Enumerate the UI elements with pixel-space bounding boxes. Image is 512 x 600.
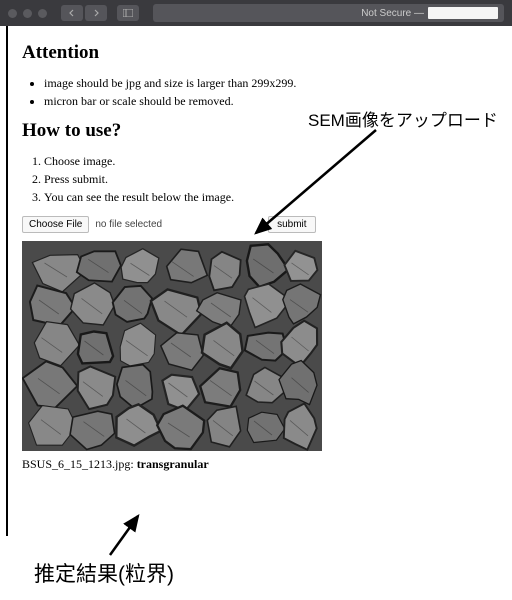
upload-row: Choose File no file selected submit [22, 216, 498, 233]
no-file-label: no file selected [95, 219, 162, 230]
back-button[interactable] [61, 5, 83, 21]
result-value: transgranular [137, 457, 209, 471]
howto-list: Choose image. Press submit. You can see … [44, 152, 498, 206]
close-window-icon[interactable] [8, 9, 17, 18]
security-status: Not Secure — [361, 8, 424, 19]
annotation-upload: SEM画像をアップロード [308, 106, 498, 131]
list-item: Choose image. [44, 152, 498, 170]
nav-buttons [61, 5, 107, 21]
sem-result-image [22, 241, 322, 451]
address-bar[interactable]: Not Secure — [153, 4, 504, 22]
minimize-window-icon[interactable] [23, 9, 32, 18]
attention-list: image should be jpg and size is larger t… [44, 74, 498, 110]
list-item: You can see the result below the image. [44, 188, 498, 206]
choose-file-button[interactable]: Choose File [22, 216, 89, 233]
sidebar-toggle-button[interactable] [117, 5, 139, 21]
page-content: Attention image should be jpg and size i… [6, 26, 512, 536]
result-line: BSUS_6_15_1213.jpg: transgranular [22, 457, 498, 472]
result-filename: BSUS_6_15_1213.jpg: [22, 457, 134, 471]
list-item: image should be jpg and size is larger t… [44, 74, 498, 92]
window-controls [8, 9, 47, 18]
forward-button[interactable] [85, 5, 107, 21]
maximize-window-icon[interactable] [38, 9, 47, 18]
list-item: Press submit. [44, 170, 498, 188]
annotation-result: 推定結果(粒界) [34, 558, 174, 588]
browser-chrome: Not Secure — [0, 0, 512, 26]
url-field[interactable] [428, 7, 498, 19]
attention-heading: Attention [22, 42, 498, 64]
submit-button[interactable]: submit [268, 216, 315, 233]
